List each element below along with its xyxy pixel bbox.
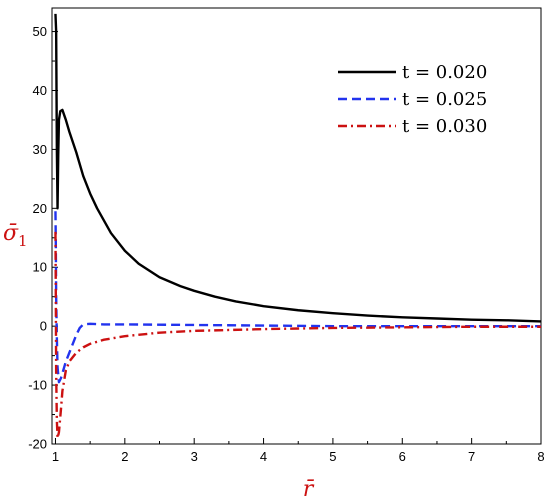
x-axis-title: r̄ <box>303 477 315 502</box>
x-tick-label: 2 <box>121 449 128 464</box>
x-tick-label: 5 <box>329 449 336 464</box>
legend: t = 0.020 t = 0.025 t = 0.030 <box>338 62 487 137</box>
y-tick-label: -10 <box>28 378 47 393</box>
y-tick-label: 0 <box>40 319 47 334</box>
legend-label-1: t = 0.020 <box>402 62 487 83</box>
x-tick-label: 8 <box>537 449 544 464</box>
y-axis-title: σ̄ 1 <box>3 221 28 250</box>
series-line-2 <box>54 211 541 384</box>
x-tick-label: 3 <box>191 449 198 464</box>
y-tick-label: 10 <box>33 260 47 275</box>
x-tick-label: 7 <box>468 449 475 464</box>
plot-border <box>51 7 542 445</box>
y-tick-label: 20 <box>33 201 47 216</box>
x-tick-label: 4 <box>260 449 267 464</box>
series-line-3 <box>54 231 541 440</box>
y-tick-label: -20 <box>28 437 47 452</box>
x-tick-label: 1 <box>52 449 59 464</box>
legend-label-2: t = 0.025 <box>402 89 487 110</box>
y-axis: -20 -10 0 10 20 30 40 50 <box>28 24 58 452</box>
series-line-1 <box>54 13 542 323</box>
series-layer <box>54 13 542 440</box>
y-axis-title-symbol: σ̄ <box>3 221 19 246</box>
y-tick-label: 30 <box>33 142 47 157</box>
plot-area <box>51 7 542 445</box>
y-tick-label: 50 <box>33 24 47 39</box>
y-axis-title-subscript: 1 <box>18 232 28 250</box>
x-tick-label: 6 <box>399 449 406 464</box>
x-axis: 1 2 3 4 5 6 7 8 <box>52 438 545 464</box>
legend-label-3: t = 0.030 <box>402 116 487 137</box>
y-tick-label: 40 <box>33 83 47 98</box>
